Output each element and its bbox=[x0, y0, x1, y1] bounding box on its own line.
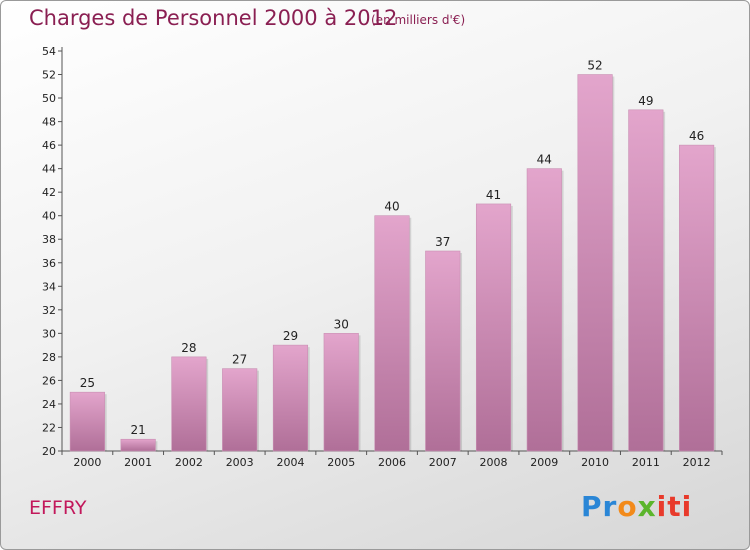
y-tick-label: 36 bbox=[42, 257, 56, 270]
y-tick-label: 54 bbox=[42, 45, 56, 58]
bar bbox=[425, 250, 461, 452]
x-tick-label: 2009 bbox=[530, 456, 558, 469]
x-tick-label: 2005 bbox=[327, 456, 355, 469]
x-tick-label: 2001 bbox=[124, 456, 152, 469]
bar bbox=[628, 109, 664, 452]
bar bbox=[272, 344, 309, 452]
y-tick-label: 28 bbox=[42, 351, 56, 364]
y-tick-label: 22 bbox=[42, 421, 56, 434]
y-tick-label: 20 bbox=[42, 445, 56, 458]
y-tick-label: 42 bbox=[42, 186, 56, 199]
bar bbox=[171, 356, 207, 452]
bar bbox=[120, 438, 156, 452]
bar bbox=[323, 333, 359, 452]
data-label: 52 bbox=[587, 59, 602, 73]
y-tick-label: 40 bbox=[42, 210, 56, 223]
y-tick-label: 48 bbox=[42, 116, 56, 129]
x-tick-label: 2002 bbox=[175, 456, 203, 469]
bar bbox=[222, 368, 258, 452]
y-tick-label: 46 bbox=[42, 139, 56, 152]
y-tick-label: 30 bbox=[42, 327, 56, 340]
commune-name: EFFRY bbox=[29, 497, 87, 519]
data-label: 30 bbox=[334, 317, 349, 331]
y-tick-label: 52 bbox=[42, 69, 56, 82]
y-tick-label: 26 bbox=[42, 374, 56, 387]
x-tick-label: 2006 bbox=[378, 456, 406, 469]
chart-title: Charges de Personnel 2000 à 2012 bbox=[29, 6, 398, 30]
x-tick-label: 2012 bbox=[683, 456, 711, 469]
x-tick-label: 2008 bbox=[480, 456, 508, 469]
x-tick-label: 2011 bbox=[632, 456, 660, 469]
bar bbox=[475, 203, 512, 452]
proxiti-logo: Proxiti bbox=[581, 490, 693, 523]
data-label: 46 bbox=[689, 129, 704, 143]
x-tick-label: 2010 bbox=[581, 456, 609, 469]
x-tick-label: 2000 bbox=[73, 456, 101, 469]
data-label: 40 bbox=[384, 200, 399, 214]
y-tick-label: 50 bbox=[42, 92, 56, 105]
y-tick-label: 38 bbox=[42, 233, 56, 246]
x-tick-label: 2007 bbox=[429, 456, 457, 469]
bar bbox=[69, 391, 105, 452]
x-tick-label: 2003 bbox=[226, 456, 254, 469]
data-label: 29 bbox=[283, 329, 298, 343]
y-tick-label: 32 bbox=[42, 304, 56, 317]
data-label: 41 bbox=[486, 188, 501, 202]
data-label: 37 bbox=[435, 235, 450, 249]
bar bbox=[374, 215, 410, 452]
data-label: 25 bbox=[80, 376, 95, 390]
bar bbox=[526, 168, 562, 452]
data-label: 44 bbox=[537, 153, 552, 167]
data-label: 27 bbox=[232, 353, 247, 367]
bar bbox=[577, 74, 613, 452]
y-tick-label: 44 bbox=[42, 163, 56, 176]
y-tick-label: 24 bbox=[42, 398, 56, 411]
x-tick-label: 2004 bbox=[276, 456, 304, 469]
bar bbox=[679, 144, 715, 452]
data-label: 21 bbox=[131, 423, 146, 437]
data-label: 28 bbox=[181, 341, 196, 355]
chart-subtitle: (en milliers d'€) bbox=[371, 13, 466, 27]
y-tick-label: 34 bbox=[42, 280, 56, 293]
data-label: 49 bbox=[638, 94, 653, 108]
